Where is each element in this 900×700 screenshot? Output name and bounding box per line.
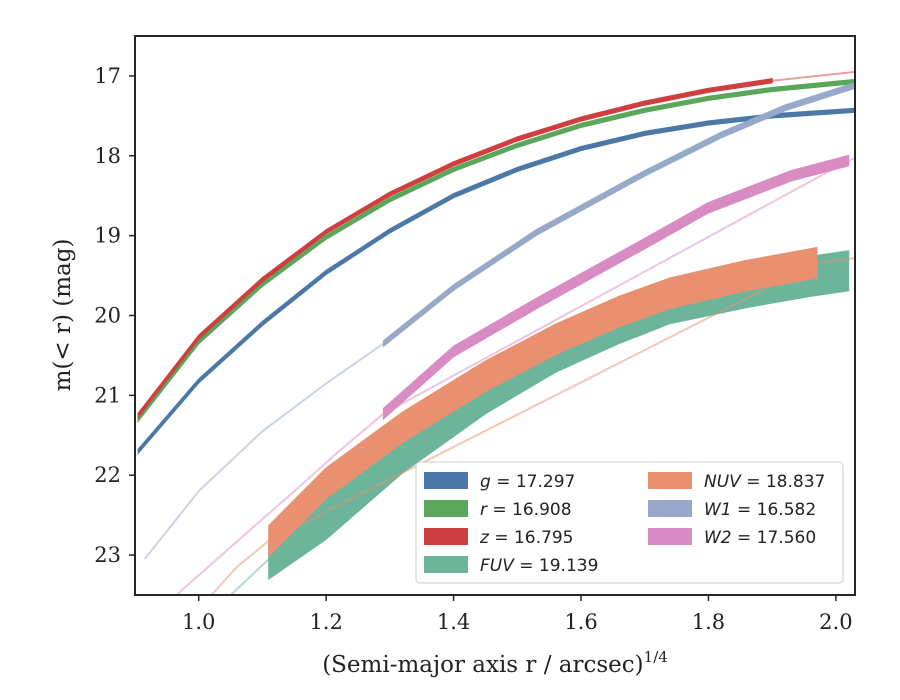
x-tick-label: 1.6 bbox=[564, 610, 597, 634]
legend-swatch bbox=[648, 472, 692, 489]
legend-item-w2: W2 = 17.560 bbox=[648, 528, 816, 548]
legend-swatch bbox=[424, 556, 468, 573]
legend: g = 17.297 r = 16.908 z = 16.795 FUV = 19.1… bbox=[415, 461, 844, 584]
y-tick-label: 21 bbox=[94, 383, 121, 407]
x-tick-label: 1.8 bbox=[692, 610, 725, 634]
legend-swatch bbox=[424, 472, 468, 489]
x-axis-title: (Semi-major axis r / arcsec)1/4 bbox=[322, 648, 668, 678]
legend-label: r = 16.908 bbox=[480, 500, 572, 520]
series-w1-faded-line bbox=[143, 342, 385, 560]
series-fuv-faded-line bbox=[229, 558, 270, 595]
y-tick-label: 20 bbox=[94, 304, 121, 328]
series-w1 bbox=[143, 82, 855, 560]
series-nuv bbox=[210, 246, 855, 595]
x-tick-label: 1.2 bbox=[309, 610, 342, 634]
legend-item-r: r = 16.908 bbox=[424, 500, 572, 520]
legend-item-z: z = 16.795 bbox=[424, 528, 573, 548]
x-tick-label: 1.4 bbox=[437, 610, 470, 634]
series-z-faded-line bbox=[772, 70, 855, 82]
series-g-band bbox=[137, 107, 855, 455]
legend-label: NUV = 18.837 bbox=[704, 472, 825, 492]
legend-swatch bbox=[424, 528, 468, 545]
legend-label: z = 16.795 bbox=[479, 528, 573, 548]
series-r-band bbox=[137, 78, 855, 424]
x-tick-label: 2.0 bbox=[819, 610, 852, 634]
series-nuv-band bbox=[268, 246, 818, 558]
x-tick-label: 1.0 bbox=[182, 610, 215, 634]
y-tick-label: 23 bbox=[94, 543, 121, 567]
y-axis-title: m(< r) (mag) bbox=[50, 239, 76, 392]
legend-swatch bbox=[648, 500, 692, 517]
y-axis: 17 18 19 20 21 22 23 bbox=[94, 64, 135, 567]
series-w2-band bbox=[382, 154, 850, 421]
legend-swatch bbox=[648, 528, 692, 545]
series-g bbox=[137, 107, 855, 455]
legend-box bbox=[415, 461, 844, 584]
legend-swatch bbox=[424, 500, 468, 517]
legend-label: FUV = 19.139 bbox=[480, 556, 598, 576]
legend-label: W2 = 17.560 bbox=[704, 528, 816, 548]
series-w2 bbox=[175, 154, 855, 595]
legend-item-g: g = 17.297 bbox=[424, 472, 575, 492]
series-z bbox=[137, 70, 855, 420]
legend-label: W1 = 16.582 bbox=[704, 500, 816, 520]
y-tick-label: 17 bbox=[94, 64, 121, 88]
series-w1-band bbox=[382, 82, 855, 348]
series-layer bbox=[137, 70, 855, 595]
legend-label: g = 17.297 bbox=[480, 472, 575, 492]
y-tick-label: 19 bbox=[94, 224, 121, 248]
legend-item-fuv: FUV = 19.139 bbox=[424, 556, 598, 576]
series-r bbox=[137, 78, 855, 424]
legend-item-w1: W1 = 16.582 bbox=[648, 500, 816, 520]
legend-item-nuv: NUV = 18.837 bbox=[648, 472, 825, 492]
series-z-band bbox=[137, 78, 773, 420]
y-tick-label: 22 bbox=[94, 463, 121, 487]
x-axis: 1.0 1.2 1.4 1.6 1.8 2.0 bbox=[182, 595, 853, 634]
y-tick-label: 18 bbox=[94, 144, 121, 168]
